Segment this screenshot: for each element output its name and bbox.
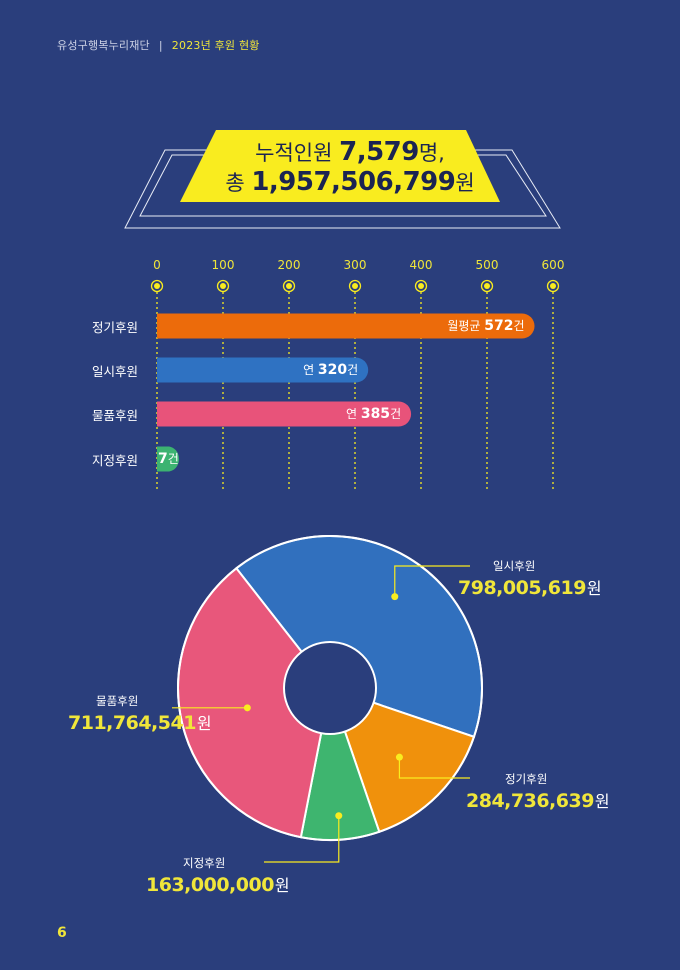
tick-label: 200 <box>277 258 301 272</box>
section-title: 2023년 후원 현황 <box>171 39 260 52</box>
tick-dot <box>220 283 226 289</box>
banner-line2-prefix: 총 <box>225 171 252 195</box>
banner-yellow-plate <box>180 130 500 202</box>
bar-category-label: 정기후원 <box>91 320 138 335</box>
bar-square-end <box>157 401 170 427</box>
banner-line1-prefix: 누적인원 <box>255 141 340 165</box>
tick-ring <box>480 279 494 293</box>
banner-line2-suffix: 원 <box>455 171 475 195</box>
banner-line-1: 누적인원 7,579명, <box>190 137 510 167</box>
tick-dot <box>154 283 160 289</box>
header-separator: | <box>158 39 163 52</box>
bar-category-label: 지정후원 <box>91 453 138 468</box>
slice-value: 284,736,639원 <box>466 788 610 812</box>
tick-dot <box>286 283 292 289</box>
slice-unit: 원 <box>274 876 290 895</box>
slice-amount: 798,005,619 <box>458 577 586 599</box>
slice-unit: 원 <box>586 579 602 598</box>
bar-data-unit: 건 <box>167 452 179 466</box>
tick-ring <box>348 279 362 293</box>
bar-data-unit: 건 <box>390 407 402 421</box>
tick-dot <box>484 283 490 289</box>
bar-square-end <box>157 357 170 383</box>
banner-line-2: 총 1,957,506,799원 <box>190 167 510 197</box>
bar-square-end <box>157 313 170 339</box>
tick-label: 0 <box>153 258 161 272</box>
page-header: 유성구행복누리재단 | 2023년 후원 현황 <box>57 37 260 53</box>
tick-ring <box>414 279 428 293</box>
slice-label: 지정후원 <box>183 856 226 870</box>
bar-data-unit: 건 <box>513 319 525 333</box>
tick-label: 500 <box>475 258 499 272</box>
tick-ring <box>216 279 230 293</box>
bar-data-label: 연 385건 <box>346 405 401 422</box>
slice-unit: 원 <box>196 714 212 733</box>
slice-amount: 284,736,639 <box>466 790 594 812</box>
bar <box>157 313 535 339</box>
bar-square-end <box>157 446 170 472</box>
bar-data-value: 572 <box>484 318 514 334</box>
bar-category-label: 물품후원 <box>91 408 138 423</box>
leader-line <box>398 757 470 779</box>
tick-label: 400 <box>409 258 433 272</box>
tick-label: 300 <box>343 258 367 272</box>
slice-value: 163,000,000원 <box>146 872 290 896</box>
leader-dot <box>335 812 343 820</box>
slice-label: 일시후원 <box>493 559 536 573</box>
bar <box>157 357 369 383</box>
tick-label: 100 <box>211 258 235 272</box>
bar-data-value: 7 <box>158 451 168 467</box>
slice-value: 798,005,619원 <box>458 575 602 599</box>
bar-data-value: 320 <box>317 362 348 378</box>
slice-amount: 163,000,000 <box>146 874 274 896</box>
slice-amount: 711,764,541 <box>68 712 196 734</box>
tick-dot <box>550 283 556 289</box>
tick-dot <box>352 283 358 289</box>
slice-unit: 원 <box>594 792 610 811</box>
bar-chart <box>150 279 560 490</box>
leader-line <box>264 815 340 863</box>
bar-category-label: 일시후원 <box>91 364 138 379</box>
total-people-value: 7,579 <box>339 137 419 167</box>
slice-label: 물품후원 <box>96 694 139 708</box>
org-name: 유성구행복누리재단 <box>57 39 150 52</box>
bar-data-label: 월평균 572건 <box>447 317 524 334</box>
tick-ring <box>546 279 560 293</box>
bar-data-prefix: 월평균 <box>447 319 485 333</box>
leader-dot <box>395 753 403 761</box>
donut-hole <box>283 641 377 735</box>
slice-value: 711,764,541원 <box>68 710 212 734</box>
pie-outline <box>177 535 483 841</box>
leader-dot <box>391 593 399 601</box>
page-number: 6 <box>57 925 67 941</box>
bar-data-prefix: 연 <box>345 407 361 421</box>
tick-ring <box>150 279 164 293</box>
bar <box>157 401 412 427</box>
leader-line <box>394 565 470 597</box>
bar-data-label: 연 320건 <box>303 361 358 378</box>
bar-data-label: 7건 <box>158 450 179 467</box>
bar-data-value: 385 <box>360 406 391 422</box>
slice-label: 정기후원 <box>505 772 548 786</box>
tick-dot <box>418 283 424 289</box>
banner-line1-suffix: 명, <box>418 141 445 165</box>
bar-data-prefix: 연 <box>303 363 318 377</box>
tick-ring <box>282 279 296 293</box>
total-amount-value: 1,957,506,799 <box>251 167 456 197</box>
banner-frame <box>124 130 561 229</box>
tick-label: 600 <box>541 258 565 272</box>
leader-dot <box>243 704 251 712</box>
bar-data-unit: 건 <box>347 363 359 377</box>
